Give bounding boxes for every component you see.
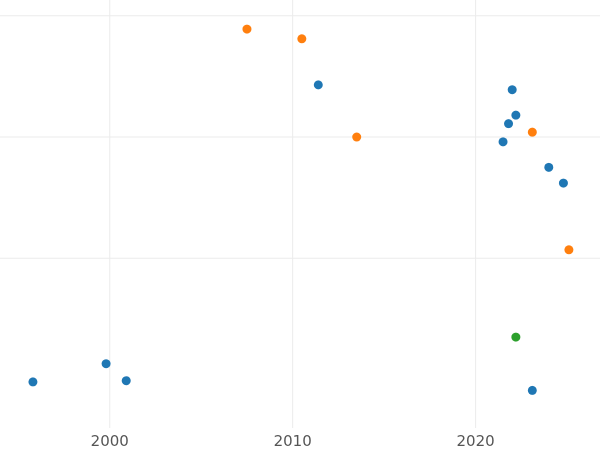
data-point <box>511 332 521 342</box>
data-point <box>507 85 517 95</box>
data-point <box>498 137 508 147</box>
data-point <box>313 80 323 90</box>
data-point <box>297 34 307 44</box>
data-point <box>101 359 111 369</box>
data-point <box>564 245 574 255</box>
data-point <box>28 377 38 387</box>
data-point <box>527 127 537 137</box>
x-tick-label: 2020 <box>457 432 495 450</box>
data-point <box>558 178 568 188</box>
x-axis-tick-labels: 2000 2010 2020 <box>91 432 495 450</box>
data-point <box>544 162 554 172</box>
data-point <box>527 385 537 395</box>
x-tick-label: 2000 <box>91 432 129 450</box>
data-point <box>121 376 131 386</box>
gridlines <box>0 0 600 428</box>
x-tick-label: 2010 <box>274 432 312 450</box>
data-point <box>242 24 252 34</box>
data-point <box>504 119 514 129</box>
data-point <box>511 110 521 120</box>
data-points <box>28 24 574 395</box>
data-point <box>352 132 362 142</box>
